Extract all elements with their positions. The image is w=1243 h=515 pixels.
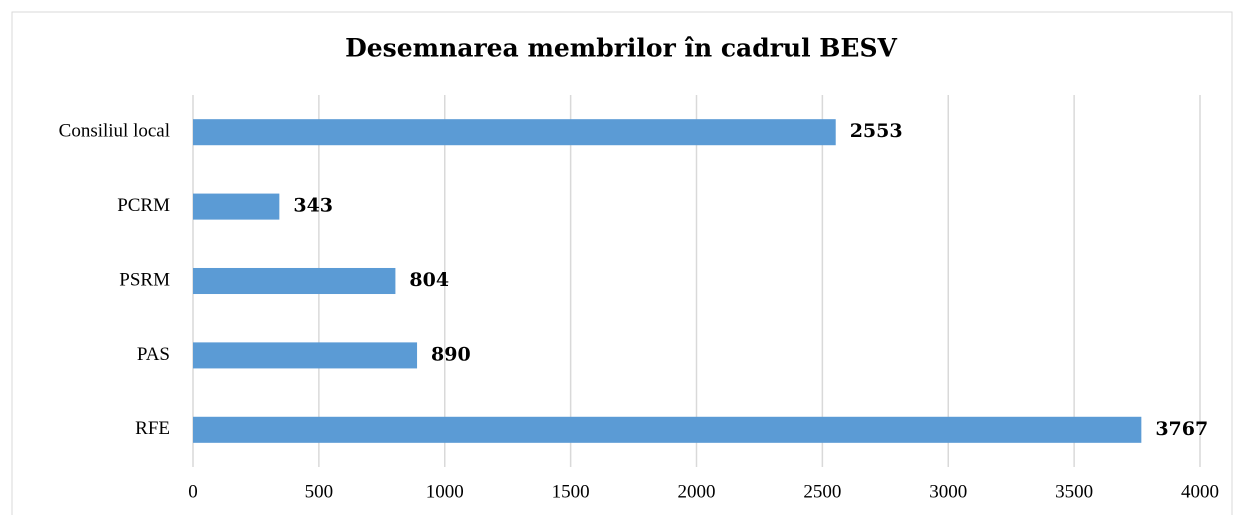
- x-tick-label: 3000: [929, 481, 967, 502]
- x-tick-label: 0: [188, 481, 198, 502]
- x-tick-label: 2000: [678, 481, 716, 502]
- x-tick-label: 1000: [426, 481, 464, 502]
- bar: [193, 119, 836, 146]
- value-label: 343: [293, 195, 333, 217]
- x-tick-label: 500: [305, 481, 334, 502]
- value-label: 890: [431, 343, 471, 365]
- value-label: 804: [409, 269, 449, 291]
- x-tick-label: 4000: [1181, 481, 1219, 502]
- bar: [193, 267, 396, 295]
- bar: [193, 416, 1142, 443]
- value-label: 2553: [850, 120, 903, 142]
- value-label: 3767: [1155, 418, 1208, 440]
- y-tick-label: PSRM: [119, 269, 170, 290]
- chart-title: Desemnarea membrilor în cadrul BESV: [345, 34, 897, 63]
- y-tick-label: PCRM: [117, 195, 170, 216]
- x-tick-label: 1500: [552, 481, 590, 502]
- bar: [193, 342, 418, 369]
- y-tick-label: RFE: [135, 418, 170, 439]
- x-tick-label: 2500: [803, 481, 841, 502]
- x-tick-label: 3500: [1055, 481, 1093, 502]
- y-tick-label: Consiliul local: [59, 121, 170, 142]
- bar: [193, 193, 280, 220]
- y-tick-label: PAS: [137, 344, 170, 365]
